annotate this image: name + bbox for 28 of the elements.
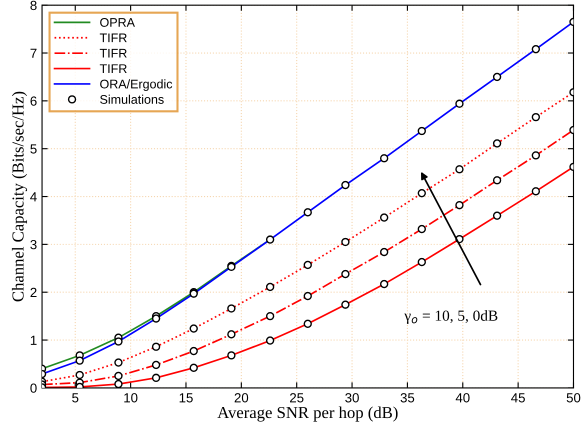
y-tick-label: 0 (30, 383, 37, 393)
x-tick-label: 25 (290, 393, 304, 402)
y-tick-label: 5 (30, 144, 37, 154)
y-tick-label: 8 (30, 0, 37, 10)
x-tick-label: 5 (72, 393, 78, 402)
y-tick-label: 4 (30, 192, 37, 202)
x-axis-title: Average SNR per hop (dB) (217, 406, 398, 422)
y-axis-title: Channel Capacity (Bits/sec/Hz) (12, 92, 28, 302)
x-tick-label: 15 (180, 393, 193, 402)
x-tick-label: 30 (345, 393, 359, 402)
annotation: γ$_{o}$ = 10, 5, 0dB (404, 310, 498, 324)
legend-label: Simulations (100, 94, 164, 104)
legend-label: TIFR (100, 34, 127, 42)
legend-label: TIFR (100, 48, 127, 58)
y-tick-label: 7 (30, 48, 37, 58)
x-tick-label: 20 (234, 393, 248, 402)
legend-label: TIFR (100, 64, 127, 73)
x-tick-label: 35 (400, 393, 414, 402)
x-tick-label: 40 (456, 393, 470, 402)
x-tick-label: 50 (566, 393, 580, 402)
x-tick-label: 10 (124, 393, 138, 402)
x-tick-label: 45 (511, 393, 525, 402)
legend-label: OPRA (100, 18, 135, 27)
y-tick-label: 2 (30, 288, 37, 297)
legend-label: ORA/Ergodic (100, 79, 172, 91)
y-tick-label: 1 (30, 336, 37, 345)
y-tick-label: 3 (30, 240, 37, 250)
y-tick-label: 6 (30, 96, 37, 106)
